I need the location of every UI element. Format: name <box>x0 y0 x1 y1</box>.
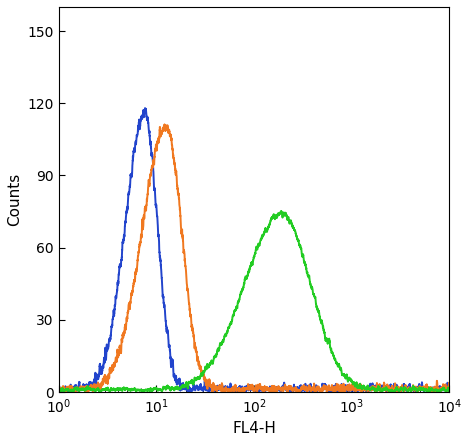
X-axis label: FL4-H: FL4-H <box>232 421 276 436</box>
Y-axis label: Counts: Counts <box>7 173 22 226</box>
